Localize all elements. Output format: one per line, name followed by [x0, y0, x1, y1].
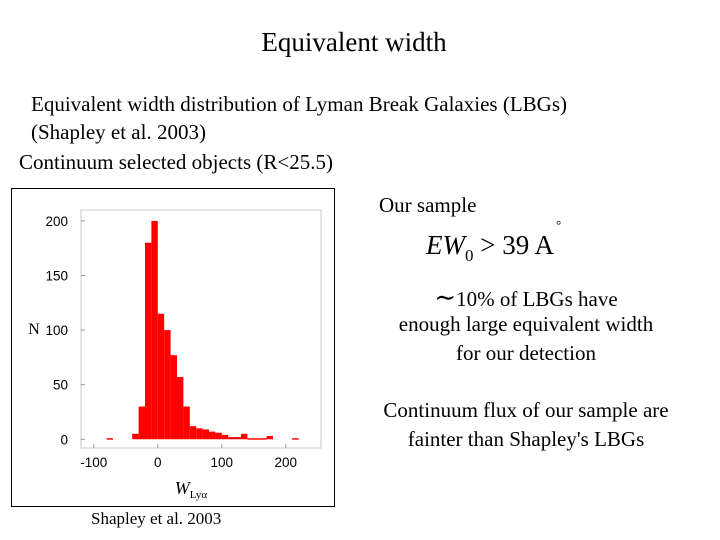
y-tick-label: 100 — [45, 323, 68, 338]
y-tick-label: 150 — [45, 269, 68, 284]
histogram-bar — [196, 428, 203, 440]
slide-title: Equivalent width — [261, 27, 447, 57]
formula-subscript: 0 — [464, 246, 474, 265]
formula-relation: > 39 — [473, 230, 535, 260]
y-tick-label: 0 — [60, 432, 68, 447]
histogram-bar — [189, 426, 197, 440]
formula-unit: A — [534, 230, 554, 260]
x-tick-label: 200 — [275, 455, 298, 470]
our-sample-label: Our sample — [379, 193, 477, 217]
formula-lhs: EW — [426, 230, 465, 260]
fraction-line: ∼10% of LBGs have — [340, 283, 712, 313]
histogram-bar — [170, 355, 177, 440]
histogram-bar — [157, 313, 165, 440]
fraction-text: 10% of LBGs have — [456, 287, 618, 311]
x-tick-label: 100 — [211, 455, 234, 470]
description-line-2: (Shapley et al. 2003) — [31, 120, 206, 144]
histogram-bar — [183, 406, 190, 440]
histogram-bar — [132, 433, 139, 440]
histogram-bar — [106, 438, 113, 440]
histogram-bar — [221, 434, 229, 440]
histogram-bar — [151, 220, 158, 440]
x-axis-label: WLyα — [175, 478, 208, 501]
histogram-bar — [164, 330, 171, 440]
detection-line-2: enough large equivalent width — [398, 312, 654, 336]
description-line-3: Continuum selected objects (R<25.5) — [19, 150, 333, 174]
histogram-bar — [202, 429, 209, 440]
y-axis-label: N — [28, 321, 40, 338]
histogram-bar — [138, 406, 145, 440]
histogram-bar — [247, 438, 254, 440]
histogram-bar — [145, 242, 152, 440]
detection-line-3: for our detection — [456, 341, 596, 365]
histogram-bar — [177, 377, 184, 440]
histogram-bar — [209, 431, 216, 440]
histogram-bar — [260, 438, 267, 440]
histogram-bar — [215, 432, 222, 440]
histogram-bar — [292, 438, 299, 440]
histogram-bar — [234, 437, 241, 440]
y-tick-label: 200 — [45, 214, 68, 229]
histogram-bar — [241, 433, 248, 440]
histogram-bar — [228, 437, 235, 440]
description-line-1: Equivalent width distribution of Lyman B… — [31, 92, 567, 116]
tilde-symbol: ∼ — [434, 283, 457, 312]
flux-line-2: fainter than Shapley's LBGs — [407, 427, 645, 451]
histogram-bar — [253, 438, 261, 440]
formula-unit-ring: ° — [556, 217, 562, 232]
flux-line-1: Continuum flux of our sample are — [383, 398, 669, 422]
plot-frame — [80, 209, 322, 449]
histogram-bar — [266, 435, 273, 440]
x-tick-label: -100 — [80, 455, 107, 470]
histogram-svg: 0 50 100 150 200 -100 0 100 200 N WLyα — [28, 209, 322, 501]
y-tick-label: 50 — [53, 378, 68, 393]
equivalent-width-formula: EW0 > 39 A ° — [426, 217, 561, 266]
histogram-chart: 0 50 100 150 200 -100 0 100 200 N WLyα — [11, 188, 335, 507]
chart-caption: Shapley et al. 2003 — [91, 509, 222, 528]
x-tick-label: 0 — [154, 455, 162, 470]
